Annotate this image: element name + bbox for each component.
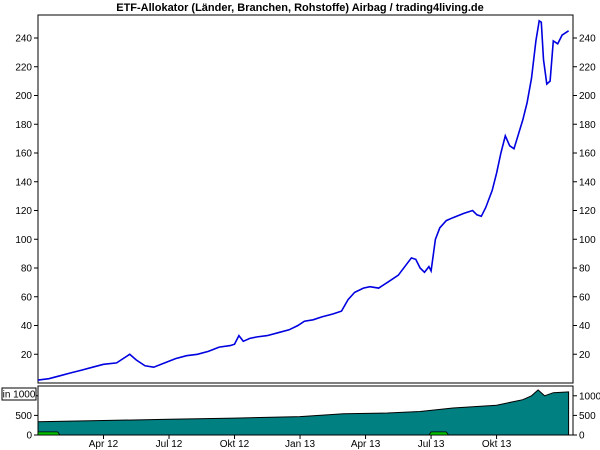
lower-y-tick-label-right-1000: 1000 bbox=[579, 391, 600, 402]
y-tick-label-left-240: 240 bbox=[15, 34, 32, 45]
y-tick-label-right-220: 220 bbox=[579, 62, 596, 73]
x-axis: Apr 12 Jul 12 Okt 12 Jan 13 Apr 13 Jul 13 Okt … bbox=[89, 435, 512, 450]
y-tick-label-left-80: 80 bbox=[21, 264, 33, 275]
y-tick-label-right-60: 60 bbox=[579, 292, 591, 303]
y-tick-label-right-180: 180 bbox=[579, 120, 596, 131]
lower-y-tick-label-right-0: 0 bbox=[579, 431, 585, 442]
equity-curve-line bbox=[37, 19, 570, 381]
x-tick-label-Okt-13: Okt 13 bbox=[482, 439, 512, 450]
y-tick-label-left-60: 60 bbox=[21, 292, 33, 303]
y-tick-label-right-40: 40 bbox=[579, 321, 591, 332]
unit-label: in 1000 bbox=[3, 390, 36, 401]
x-tick-label-Jul-12: Jul 12 bbox=[156, 439, 183, 450]
y-tick-label-left-220: 220 bbox=[15, 62, 32, 73]
x-tick-label-Apr-13: Apr 13 bbox=[351, 439, 381, 450]
y-tick-label-left-200: 200 bbox=[15, 91, 32, 102]
y-tick-label-right-240: 240 bbox=[579, 34, 596, 45]
lower-y-tick-label-left-0: 0 bbox=[26, 431, 32, 442]
y-tick-label-left-40: 40 bbox=[21, 321, 33, 332]
y-tick-label-left-20: 20 bbox=[21, 350, 33, 361]
x-tick-label-Apr-12: Apr 12 bbox=[89, 439, 119, 450]
chart-title: ETF-Allokator (Länder, Branchen, Rohstof… bbox=[116, 2, 484, 14]
y-tick-label-right-80: 80 bbox=[579, 264, 591, 275]
y-tick-label-right-120: 120 bbox=[579, 206, 596, 217]
teal-area-series bbox=[37, 389, 570, 436]
lower-right-axis: 0 500 1000 bbox=[573, 391, 600, 442]
y-tick-label-left-160: 160 bbox=[15, 149, 32, 160]
main-right-axis: 20 40 60 80 100 120 140 160 180 200 220 240 bbox=[573, 34, 596, 361]
y-tick-label-left-140: 140 bbox=[15, 177, 32, 188]
y-tick-label-left-180: 180 bbox=[15, 120, 32, 131]
green-area-series bbox=[37, 431, 569, 436]
y-tick-label-left-120: 120 bbox=[15, 206, 32, 217]
y-tick-label-right-160: 160 bbox=[579, 149, 596, 160]
y-tick-label-right-200: 200 bbox=[579, 91, 596, 102]
x-tick-label-Jan-13: Jan 13 bbox=[285, 439, 315, 450]
main-left-axis: 20 40 60 80 100 120 140 160 180 200 220 240 bbox=[15, 34, 38, 361]
lower-y-tick-label-left-500: 500 bbox=[15, 411, 32, 422]
y-tick-label-right-140: 140 bbox=[579, 177, 596, 188]
x-tick-label-Jul-13: Jul 13 bbox=[418, 439, 445, 450]
y-tick-label-left-100: 100 bbox=[15, 235, 32, 246]
main-plot-frame bbox=[37, 14, 574, 384]
x-tick-label-Okt-12: Okt 12 bbox=[220, 439, 250, 450]
unit-label-box bbox=[1, 387, 37, 401]
lower-y-tick-label-right-500: 500 bbox=[579, 411, 596, 422]
y-tick-label-right-20: 20 bbox=[579, 350, 591, 361]
y-tick-label-right-100: 100 bbox=[579, 235, 596, 246]
